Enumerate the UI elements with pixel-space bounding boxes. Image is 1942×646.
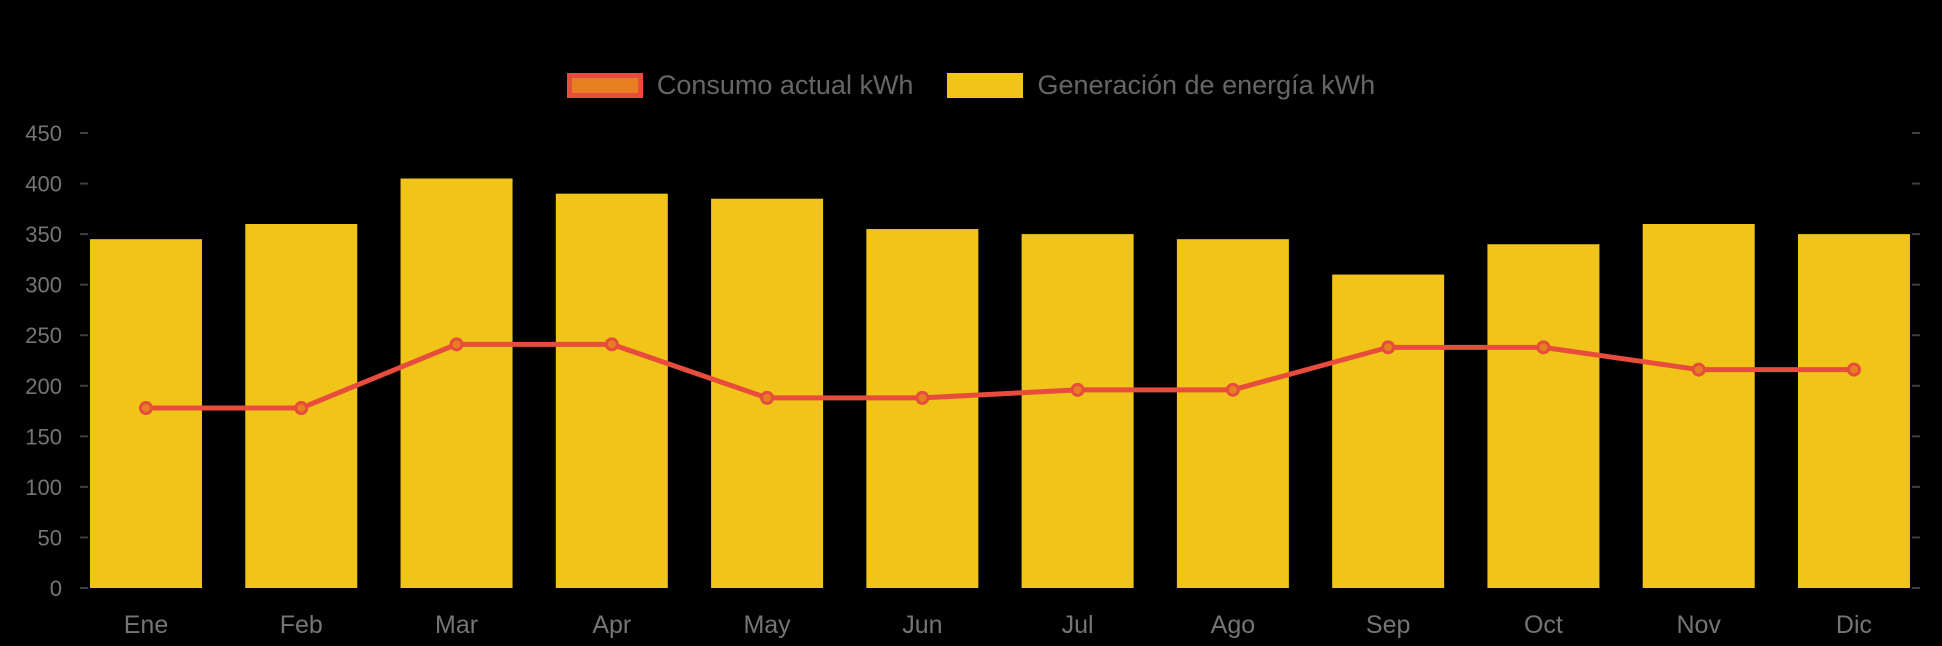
y-axis-tick-label: 350: [25, 222, 62, 247]
consumo-point-nov[interactable]: [1691, 362, 1706, 377]
y-axis-tick-label: 300: [25, 273, 62, 298]
bar-apr[interactable]: [555, 193, 668, 588]
x-axis-label-apr: Apr: [592, 611, 631, 639]
bar-sep[interactable]: [1332, 274, 1445, 588]
bar-nov[interactable]: [1642, 224, 1755, 588]
y-axis-tick-label: 0: [50, 576, 62, 601]
consumo-point-jun[interactable]: [915, 390, 930, 405]
y-axis-tick-label: 50: [38, 525, 62, 550]
consumo-point-dic[interactable]: [1846, 362, 1861, 377]
x-axis-label-jul: Jul: [1062, 611, 1094, 639]
consumo-point-ago[interactable]: [1225, 382, 1240, 397]
x-axis-label-feb: Feb: [280, 611, 323, 639]
consumo-point-jul[interactable]: [1070, 382, 1085, 397]
legend-item-generacion[interactable]: Generación de energía kWh: [947, 72, 1375, 99]
y-axis-tick-label: 150: [25, 424, 62, 449]
consumo-point-mar[interactable]: [449, 337, 464, 352]
x-axis-label-nov: Nov: [1676, 611, 1721, 639]
y-axis-tick-label: 400: [25, 172, 62, 197]
x-axis-label-dic: Dic: [1836, 611, 1872, 639]
x-axis-label-mar: Mar: [435, 611, 478, 639]
consumo-line-swatch-icon: [566, 73, 643, 98]
bar-dic[interactable]: [1797, 234, 1910, 588]
legend-label-consumo: Consumo actual kWh: [656, 70, 914, 100]
generacion-bar-swatch-icon: [947, 73, 1024, 98]
consumo-line-series: [143, 341, 1857, 411]
consumo-point-apr[interactable]: [604, 337, 619, 352]
legend-label-generacion: Generación de energía kWh: [1037, 70, 1376, 100]
y-axis-tick-label: 200: [25, 374, 62, 399]
y-axis-tick-label: 250: [25, 323, 62, 348]
chart-legend: Consumo actual kWh Generación de energía…: [0, 72, 1942, 99]
consumo-point-may[interactable]: [760, 390, 775, 405]
bar-jun[interactable]: [866, 229, 979, 589]
legend-item-consumo[interactable]: Consumo actual kWh: [566, 70, 914, 100]
consumo-point-ene[interactable]: [139, 401, 153, 416]
x-axis-label-sep: Sep: [1366, 611, 1410, 639]
x-axis-label-may: May: [743, 611, 791, 639]
y-axis-tick-label: 450: [25, 121, 62, 146]
x-axis-label-jun: Jun: [902, 611, 942, 639]
bar-oct[interactable]: [1487, 244, 1600, 588]
bar-ago[interactable]: [1176, 239, 1289, 588]
x-axis-label-ago: Ago: [1211, 611, 1255, 639]
consumo-point-oct[interactable]: [1536, 340, 1551, 355]
consumo-point-feb[interactable]: [294, 401, 309, 416]
consumo-point-sep[interactable]: [1381, 340, 1396, 355]
y-axis-tick-label: 100: [25, 475, 62, 500]
x-axis-label-oct: Oct: [1524, 611, 1563, 639]
bar-mar[interactable]: [400, 178, 513, 589]
x-axis-label-ene: Ene: [124, 611, 168, 639]
bar-jul[interactable]: [1021, 234, 1134, 588]
